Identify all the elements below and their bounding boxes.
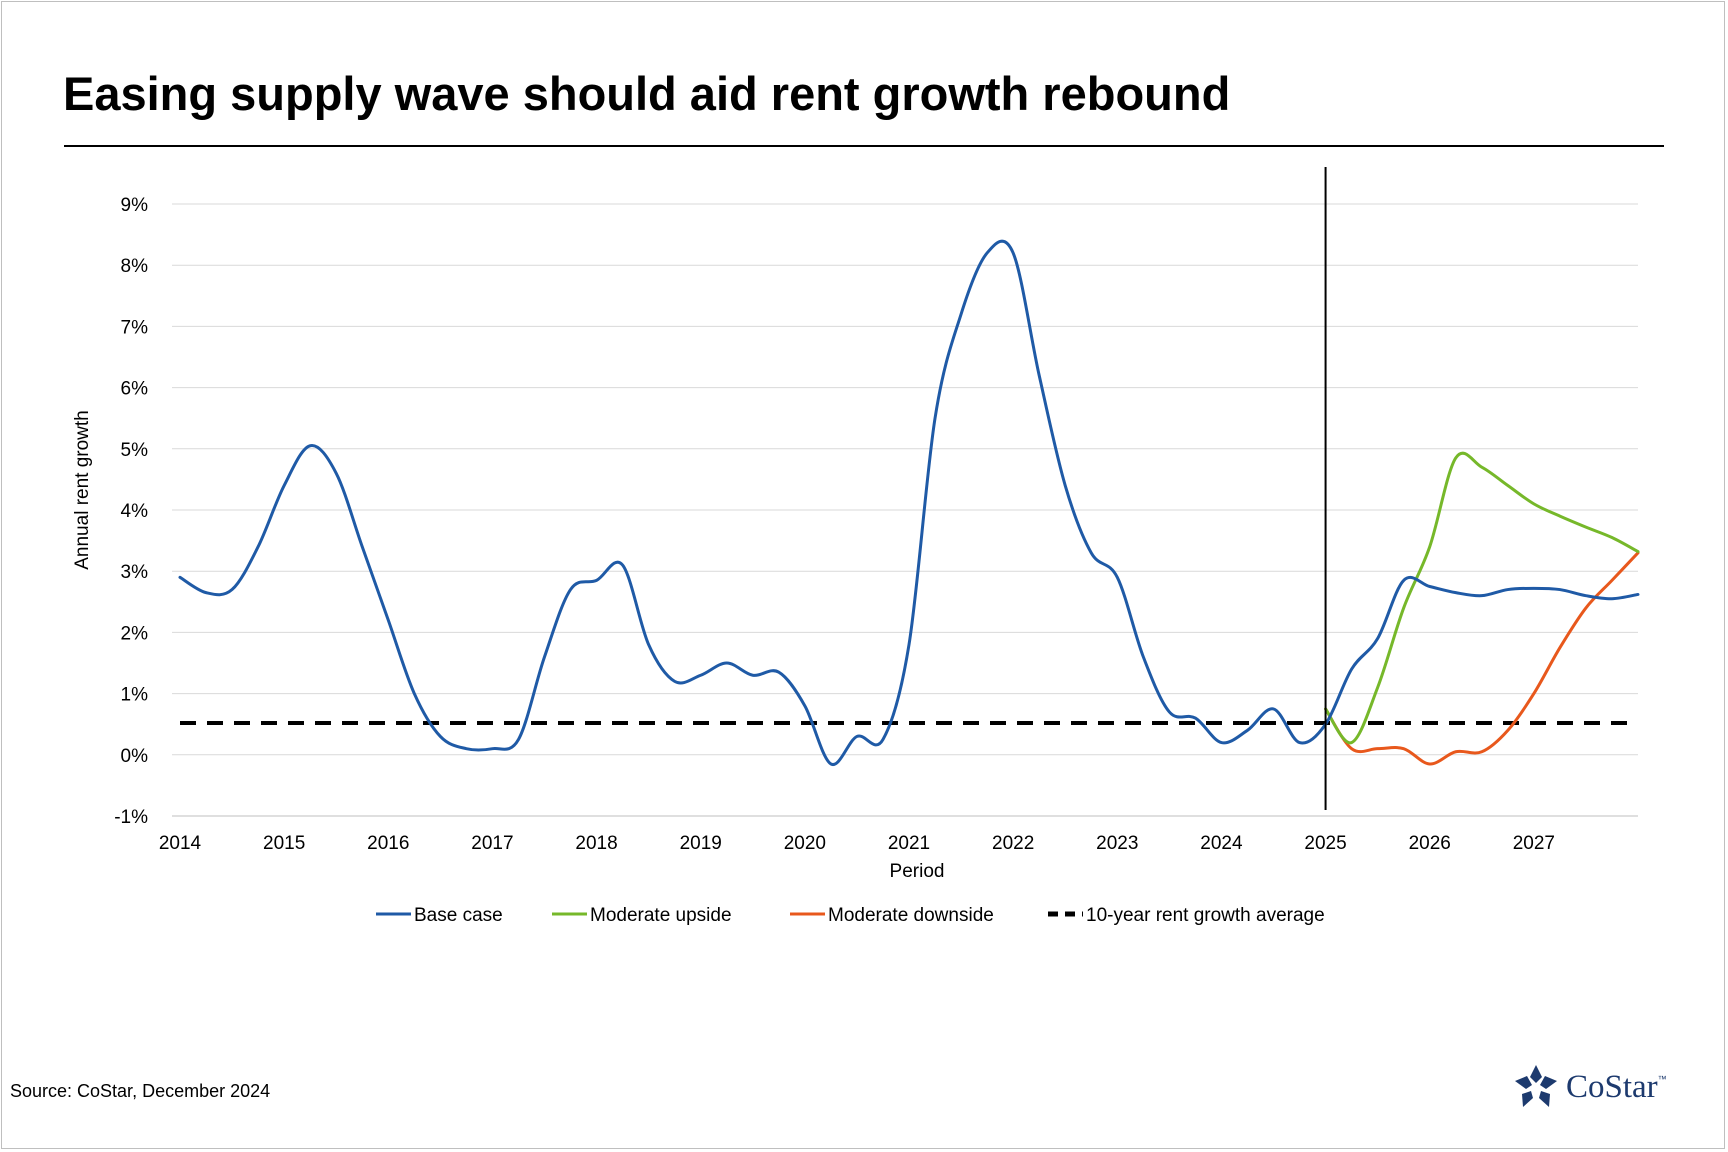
x-tick-label: 2026 <box>1409 833 1451 854</box>
y-tick-label: 6% <box>121 379 149 400</box>
legend-label: Moderate upside <box>590 905 732 926</box>
x-tick-label: 2018 <box>575 833 617 854</box>
legend-label: Moderate downside <box>828 905 994 926</box>
x-tick-label: 2023 <box>1096 833 1138 854</box>
legend-label: Base case <box>414 905 503 926</box>
x-axis-label: Period <box>890 861 945 882</box>
y-tick-label: 7% <box>121 317 149 338</box>
y-tick-label: -1% <box>114 807 148 828</box>
x-tick-label: 2019 <box>680 833 722 854</box>
x-tick-label: 2021 <box>888 833 930 854</box>
x-tick-label: 2022 <box>992 833 1034 854</box>
series-line-moderate-upside <box>1324 451 1640 745</box>
y-tick-label: 8% <box>121 256 149 277</box>
x-tick-label: 2025 <box>1304 833 1346 854</box>
legend-label: 10-year rent growth average <box>1086 905 1325 926</box>
x-tick-label: 2014 <box>159 833 202 854</box>
x-tick-label: 2015 <box>263 833 305 854</box>
costar-logo: CoStar ™ <box>1512 1060 1667 1114</box>
y-tick-label: 4% <box>121 501 149 522</box>
series-line-base-case <box>178 239 1640 766</box>
y-tick-label: 3% <box>121 562 149 583</box>
x-tick-label: 2017 <box>471 833 513 854</box>
y-tick-label: 1% <box>121 685 149 706</box>
y-tick-label: 5% <box>121 440 149 461</box>
logo-text: CoStar <box>1566 1068 1658 1105</box>
costar-star-icon <box>1515 1065 1557 1107</box>
y-tick-label: 0% <box>121 746 149 767</box>
x-tick-label: 2024 <box>1200 833 1243 854</box>
y-tick-label: 9% <box>121 195 149 216</box>
series-line-moderate-downside <box>1324 551 1640 766</box>
y-tick-label: 2% <box>121 623 149 644</box>
x-tick-label: 2020 <box>784 833 826 854</box>
chart-title: Easing supply wave should aid rent growt… <box>63 67 1231 120</box>
source-note: Source: CoStar, December 2024 <box>10 1081 271 1101</box>
x-tick-label: 2027 <box>1513 833 1555 854</box>
title-rule <box>64 145 1664 147</box>
y-axis-label: Annual rent growth <box>72 410 93 570</box>
x-tick-label: 2016 <box>367 833 409 854</box>
logo-trademark: ™ <box>1657 1074 1667 1084</box>
